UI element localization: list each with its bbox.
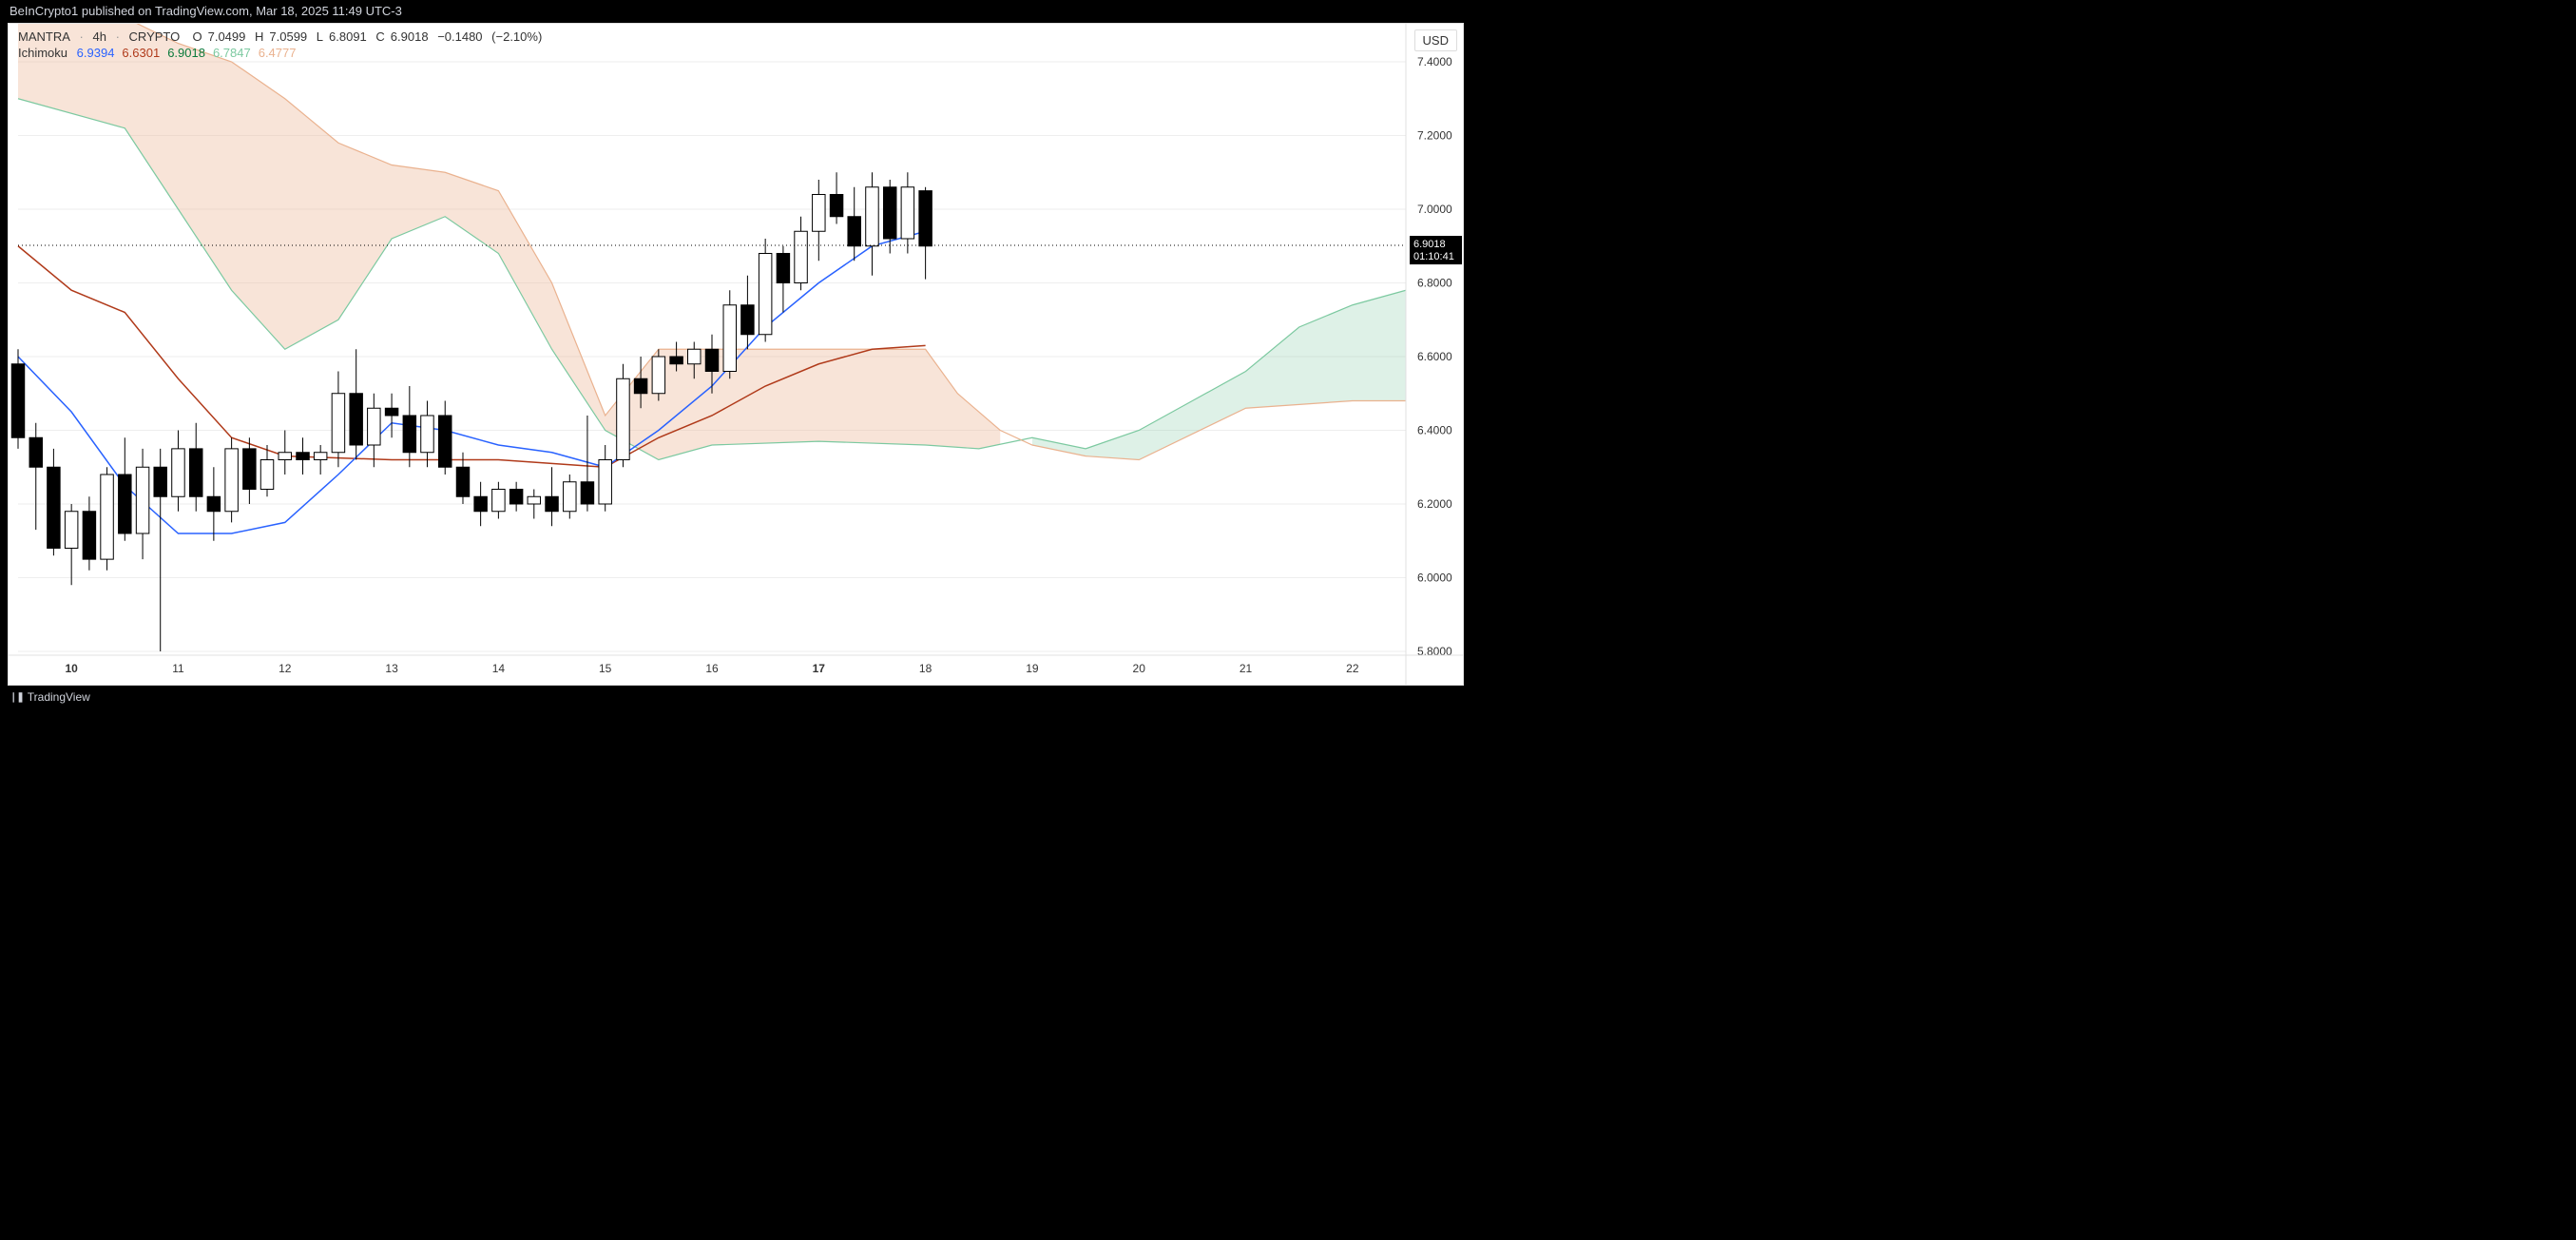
svg-text:15: 15 — [599, 662, 612, 675]
svg-text:20: 20 — [1133, 662, 1146, 675]
svg-text:6.8000: 6.8000 — [1417, 277, 1452, 290]
svg-text:6.4000: 6.4000 — [1417, 424, 1452, 437]
svg-text:13: 13 — [385, 662, 398, 675]
svg-text:5.8000: 5.8000 — [1417, 645, 1452, 658]
svg-text:7.4000: 7.4000 — [1417, 55, 1452, 68]
indicator-value: 6.9394 — [77, 46, 115, 60]
attribution-text: BeInCrypto1 published on TradingView.com… — [10, 4, 402, 18]
indicator-name: Ichimoku — [18, 46, 67, 60]
top-attribution-bar: BeInCrypto1 published on TradingView.com… — [0, 0, 1471, 23]
indicator-value: 6.9018 — [167, 46, 205, 60]
svg-text:12: 12 — [279, 662, 292, 675]
chart-svg: 5.8000 6.0000 6.2000 6.4000 6.6000 6.8000 7.00… — [9, 24, 1463, 685]
svg-text:16: 16 — [705, 662, 719, 675]
tradingview-logo-icon: ❘❚ — [10, 692, 24, 703]
ohlc-change-pct: (−2.10%) — [491, 29, 542, 44]
currency-badge[interactable]: USD — [1414, 29, 1457, 51]
indicator-value: 6.4777 — [259, 46, 297, 60]
svg-text:7.0000: 7.0000 — [1417, 203, 1452, 216]
svg-text:6.9018: 6.9018 — [1413, 239, 1446, 250]
svg-text:6.0000: 6.0000 — [1417, 572, 1452, 585]
bottom-brand-bar: ❘❚ TradingView — [0, 686, 1471, 708]
svg-text:6.2000: 6.2000 — [1417, 497, 1452, 511]
legend-indicator-row: Ichimoku 6.9394 6.6301 6.9018 6.7847 6.4777 — [18, 46, 548, 60]
ohlc-o: 7.0499 — [208, 29, 246, 44]
legend-interval: 4h — [92, 29, 106, 44]
indicator-value: 6.7847 — [213, 46, 251, 60]
legend-symbol-row: MANTRA · 4h · CRYPTO O7.0499 H7.0599 L6.… — [18, 29, 548, 44]
svg-text:11: 11 — [172, 662, 184, 675]
svg-text:22: 22 — [1346, 662, 1359, 675]
svg-text:7.2000: 7.2000 — [1417, 129, 1452, 143]
svg-text:18: 18 — [919, 662, 932, 675]
svg-text:10: 10 — [65, 662, 78, 675]
svg-text:19: 19 — [1026, 662, 1039, 675]
indicator-value: 6.6301 — [122, 46, 160, 60]
svg-text:6.6000: 6.6000 — [1417, 350, 1452, 363]
chart-area[interactable]: MANTRA · 4h · CRYPTO O7.0499 H7.0599 L6.… — [8, 23, 1464, 686]
tradingview-brand: TradingView — [28, 690, 90, 704]
ohlc-change: −0.1480 — [437, 29, 482, 44]
ohlc-c: 6.9018 — [391, 29, 429, 44]
legend: MANTRA · 4h · CRYPTO O7.0499 H7.0599 L6.… — [18, 29, 548, 62]
legend-symbol: MANTRA — [18, 29, 70, 44]
legend-exchange: CRYPTO — [129, 29, 181, 44]
svg-text:01:10:41: 01:10:41 — [1413, 251, 1454, 262]
ohlc-l: 6.8091 — [329, 29, 367, 44]
chart-container: BeInCrypto1 published on TradingView.com… — [0, 0, 1471, 708]
ohlc-h: 7.0599 — [269, 29, 307, 44]
svg-text:17: 17 — [813, 662, 826, 675]
svg-text:21: 21 — [1240, 662, 1253, 675]
svg-text:14: 14 — [492, 662, 506, 675]
